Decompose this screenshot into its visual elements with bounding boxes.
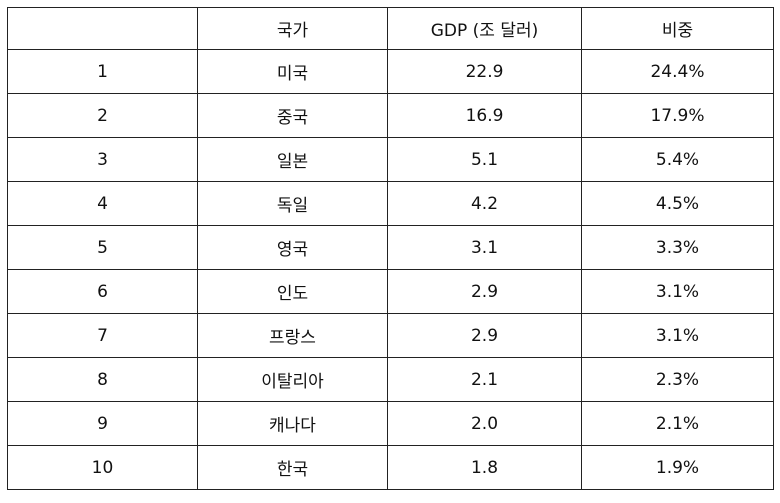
rank-cell: 9 (7, 401, 198, 446)
rank-cell: 1 (7, 49, 198, 94)
table-row: 3 일본 5.1 5.4% (7, 137, 774, 182)
country-cell: 프랑스 (197, 313, 388, 358)
header-row: 국가 GDP (조 달러) 비중 (7, 7, 774, 50)
table-body: 1 미국 22.9 24.4% 2 중국 16.9 17.9% 3 일본 5.1… (7, 49, 774, 490)
share-cell: 5.4% (581, 137, 774, 182)
gdp-cell: 5.1 (387, 137, 582, 182)
country-cell: 한국 (197, 445, 388, 490)
rank-cell: 3 (7, 137, 198, 182)
country-cell: 일본 (197, 137, 388, 182)
gdp-cell: 2.0 (387, 401, 582, 446)
share-cell: 17.9% (581, 93, 774, 138)
rank-cell: 2 (7, 93, 198, 138)
country-cell: 이탈리아 (197, 357, 388, 402)
rank-cell: 10 (7, 445, 198, 490)
gdp-cell: 2.9 (387, 313, 582, 358)
gdp-cell: 2.1 (387, 357, 582, 402)
gdp-cell: 16.9 (387, 93, 582, 138)
gdp-table: 국가 GDP (조 달러) 비중 1 미국 22.9 24.4% 2 중국 16… (7, 7, 774, 490)
gdp-cell: 3.1 (387, 225, 582, 270)
gdp-cell: 4.2 (387, 181, 582, 226)
table-row: 1 미국 22.9 24.4% (7, 49, 774, 94)
share-cell: 1.9% (581, 445, 774, 490)
share-cell: 4.5% (581, 181, 774, 226)
gdp-cell: 2.9 (387, 269, 582, 314)
rank-cell: 7 (7, 313, 198, 358)
country-cell: 독일 (197, 181, 388, 226)
table-row: 9 캐나다 2.0 2.1% (7, 401, 774, 446)
gdp-cell: 22.9 (387, 49, 582, 94)
share-cell: 3.3% (581, 225, 774, 270)
table-row: 10 한국 1.8 1.9% (7, 445, 774, 490)
table-row: 6 인도 2.9 3.1% (7, 269, 774, 314)
rank-cell: 4 (7, 181, 198, 226)
header-gdp: GDP (조 달러) (387, 7, 582, 50)
table-row: 8 이탈리아 2.1 2.3% (7, 357, 774, 402)
country-cell: 영국 (197, 225, 388, 270)
table-row: 2 중국 16.9 17.9% (7, 93, 774, 138)
share-cell: 3.1% (581, 269, 774, 314)
table-row: 4 독일 4.2 4.5% (7, 181, 774, 226)
share-cell: 2.1% (581, 401, 774, 446)
table-header: 국가 GDP (조 달러) 비중 (7, 7, 774, 50)
gdp-cell: 1.8 (387, 445, 582, 490)
table-row: 7 프랑스 2.9 3.1% (7, 313, 774, 358)
country-cell: 인도 (197, 269, 388, 314)
header-country: 국가 (197, 7, 388, 50)
rank-cell: 5 (7, 225, 198, 270)
share-cell: 24.4% (581, 49, 774, 94)
share-cell: 2.3% (581, 357, 774, 402)
country-cell: 미국 (197, 49, 388, 94)
table-row: 5 영국 3.1 3.3% (7, 225, 774, 270)
rank-cell: 6 (7, 269, 198, 314)
country-cell: 중국 (197, 93, 388, 138)
header-share: 비중 (581, 7, 774, 50)
share-cell: 3.1% (581, 313, 774, 358)
country-cell: 캐나다 (197, 401, 388, 446)
header-rank (7, 7, 198, 50)
rank-cell: 8 (7, 357, 198, 402)
